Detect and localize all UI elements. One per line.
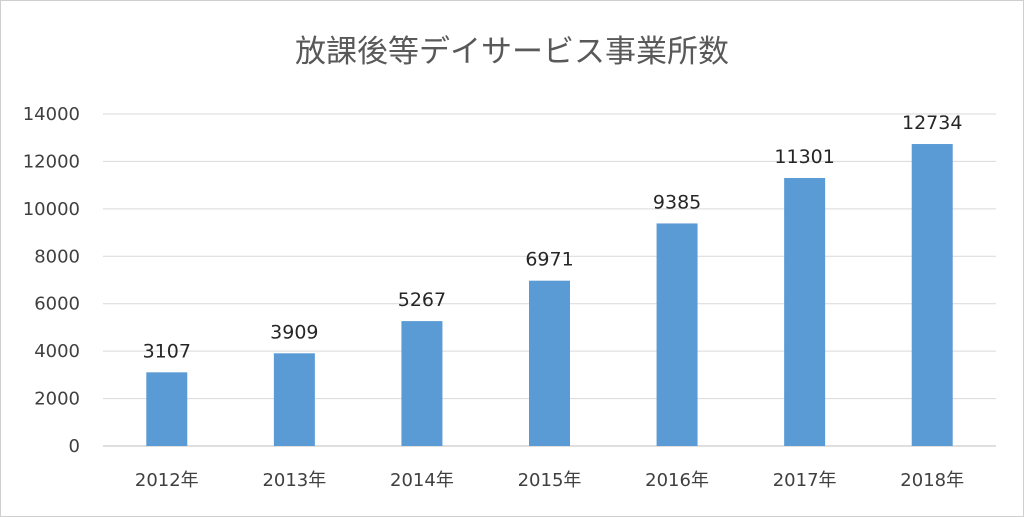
x-tick-label: 2013年 bbox=[262, 470, 326, 491]
x-tick-label: 2017年 bbox=[773, 470, 837, 491]
x-tick-label: 2016年 bbox=[645, 470, 709, 491]
data-label: 6971 bbox=[525, 249, 573, 271]
data-label: 3909 bbox=[270, 321, 318, 343]
data-label: 3107 bbox=[143, 340, 191, 362]
y-tick-label: 4000 bbox=[34, 341, 80, 362]
y-tick-label: 6000 bbox=[34, 294, 80, 315]
y-axis: 0 2000 4000 6000 8000 10000 12000 14000 bbox=[23, 104, 80, 457]
data-label: 12734 bbox=[902, 112, 962, 134]
bar-2018年 bbox=[911, 144, 953, 447]
bar-2017年 bbox=[784, 178, 826, 446]
bar-2016年 bbox=[656, 223, 698, 446]
bar-2012年 bbox=[146, 372, 188, 446]
bar-2013年 bbox=[273, 353, 315, 446]
y-tick-label: 2000 bbox=[34, 389, 80, 410]
data-label: 5267 bbox=[398, 289, 446, 311]
bar-2015年 bbox=[529, 280, 570, 446]
y-tick-label: 14000 bbox=[23, 104, 80, 125]
data-labels: 3107 3909 5267 6971 9385 11301 12734 bbox=[143, 112, 963, 362]
y-tick-label: 10000 bbox=[23, 199, 80, 220]
x-tick-label: 2015年 bbox=[518, 470, 582, 491]
y-tick-label: 12000 bbox=[23, 151, 80, 172]
data-label: 11301 bbox=[774, 146, 834, 168]
x-tick-label: 2012年 bbox=[135, 470, 199, 491]
y-tick-label: 0 bbox=[69, 436, 80, 457]
x-tick-label: 2018年 bbox=[900, 470, 964, 491]
data-label: 9385 bbox=[653, 191, 701, 213]
y-tick-label: 8000 bbox=[34, 246, 80, 267]
x-tick-label: 2014年 bbox=[390, 470, 454, 491]
x-axis: 2012年 2013年 2014年 2015年 2016年 2017年 2018年 bbox=[135, 470, 964, 491]
chart-title: 放課後等デイサービス事業所数 bbox=[295, 34, 729, 70]
bars bbox=[146, 144, 953, 447]
bar-2014年 bbox=[401, 321, 443, 446]
